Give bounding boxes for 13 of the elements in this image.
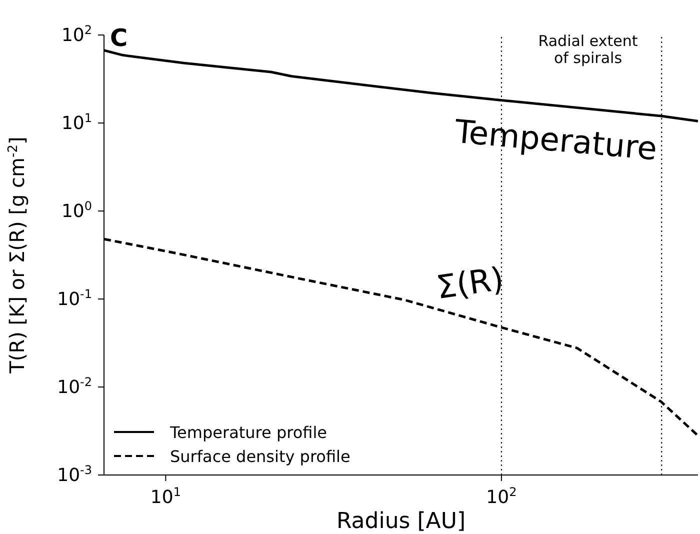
y-tick-label: 10$^{0}$ (61, 199, 92, 222)
y-tick-label: 10$^{1}$ (61, 111, 92, 134)
annotation: Σ(R) (434, 259, 506, 307)
y-tick-label: 10$^{-3}$ (57, 463, 92, 486)
legend-label: Temperature profile (170, 422, 327, 442)
legend-label: Surface density profile (170, 446, 350, 466)
x-axis-title: Radius [AU] (336, 509, 466, 534)
y-tick-label: 10$^{-2}$ (57, 375, 92, 398)
annotation: Radial extent of spirals (538, 32, 638, 67)
y-tick-label: 10$^{2}$ (61, 23, 92, 46)
annotation: Temperature (452, 112, 659, 168)
annotation: C (110, 24, 128, 52)
y-tick-label: 10$^{-1}$ (57, 287, 92, 310)
